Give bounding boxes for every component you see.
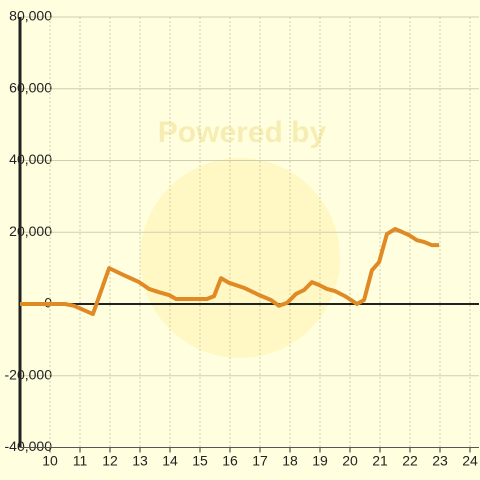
watermark: Powered by [158,116,327,149]
x-tick-label: 13 [132,453,148,469]
x-tick-label: 19 [312,453,328,469]
x-tick-label: 21 [372,453,388,469]
y-tick-label: -20,000 [5,366,53,382]
x-tick-label: 14 [162,453,178,469]
x-tick-label: 18 [282,453,298,469]
line [20,227,440,317]
x-tick-label: 12 [102,453,118,469]
x-tick-label: 10 [42,453,58,469]
x-tick-label: 15 [192,453,208,469]
watermark-logo [140,158,340,358]
y-tick-label: 20,000 [9,223,52,239]
x-tick-label: 24 [462,453,478,469]
y-tick-label: -40,000 [5,438,53,454]
x-tick-label: 17 [252,453,268,469]
x-tick-label: 23 [432,453,448,469]
x-tick-label: 11 [73,453,88,469]
y-tick-label: 80,000 [9,8,52,24]
x-tick-label: 16 [222,453,238,469]
y-tick-label: 40,000 [9,151,52,167]
y-tick-label: 60,000 [9,79,52,95]
x-tick-label: 22 [402,453,418,469]
x-tick-label: 20 [342,453,358,469]
